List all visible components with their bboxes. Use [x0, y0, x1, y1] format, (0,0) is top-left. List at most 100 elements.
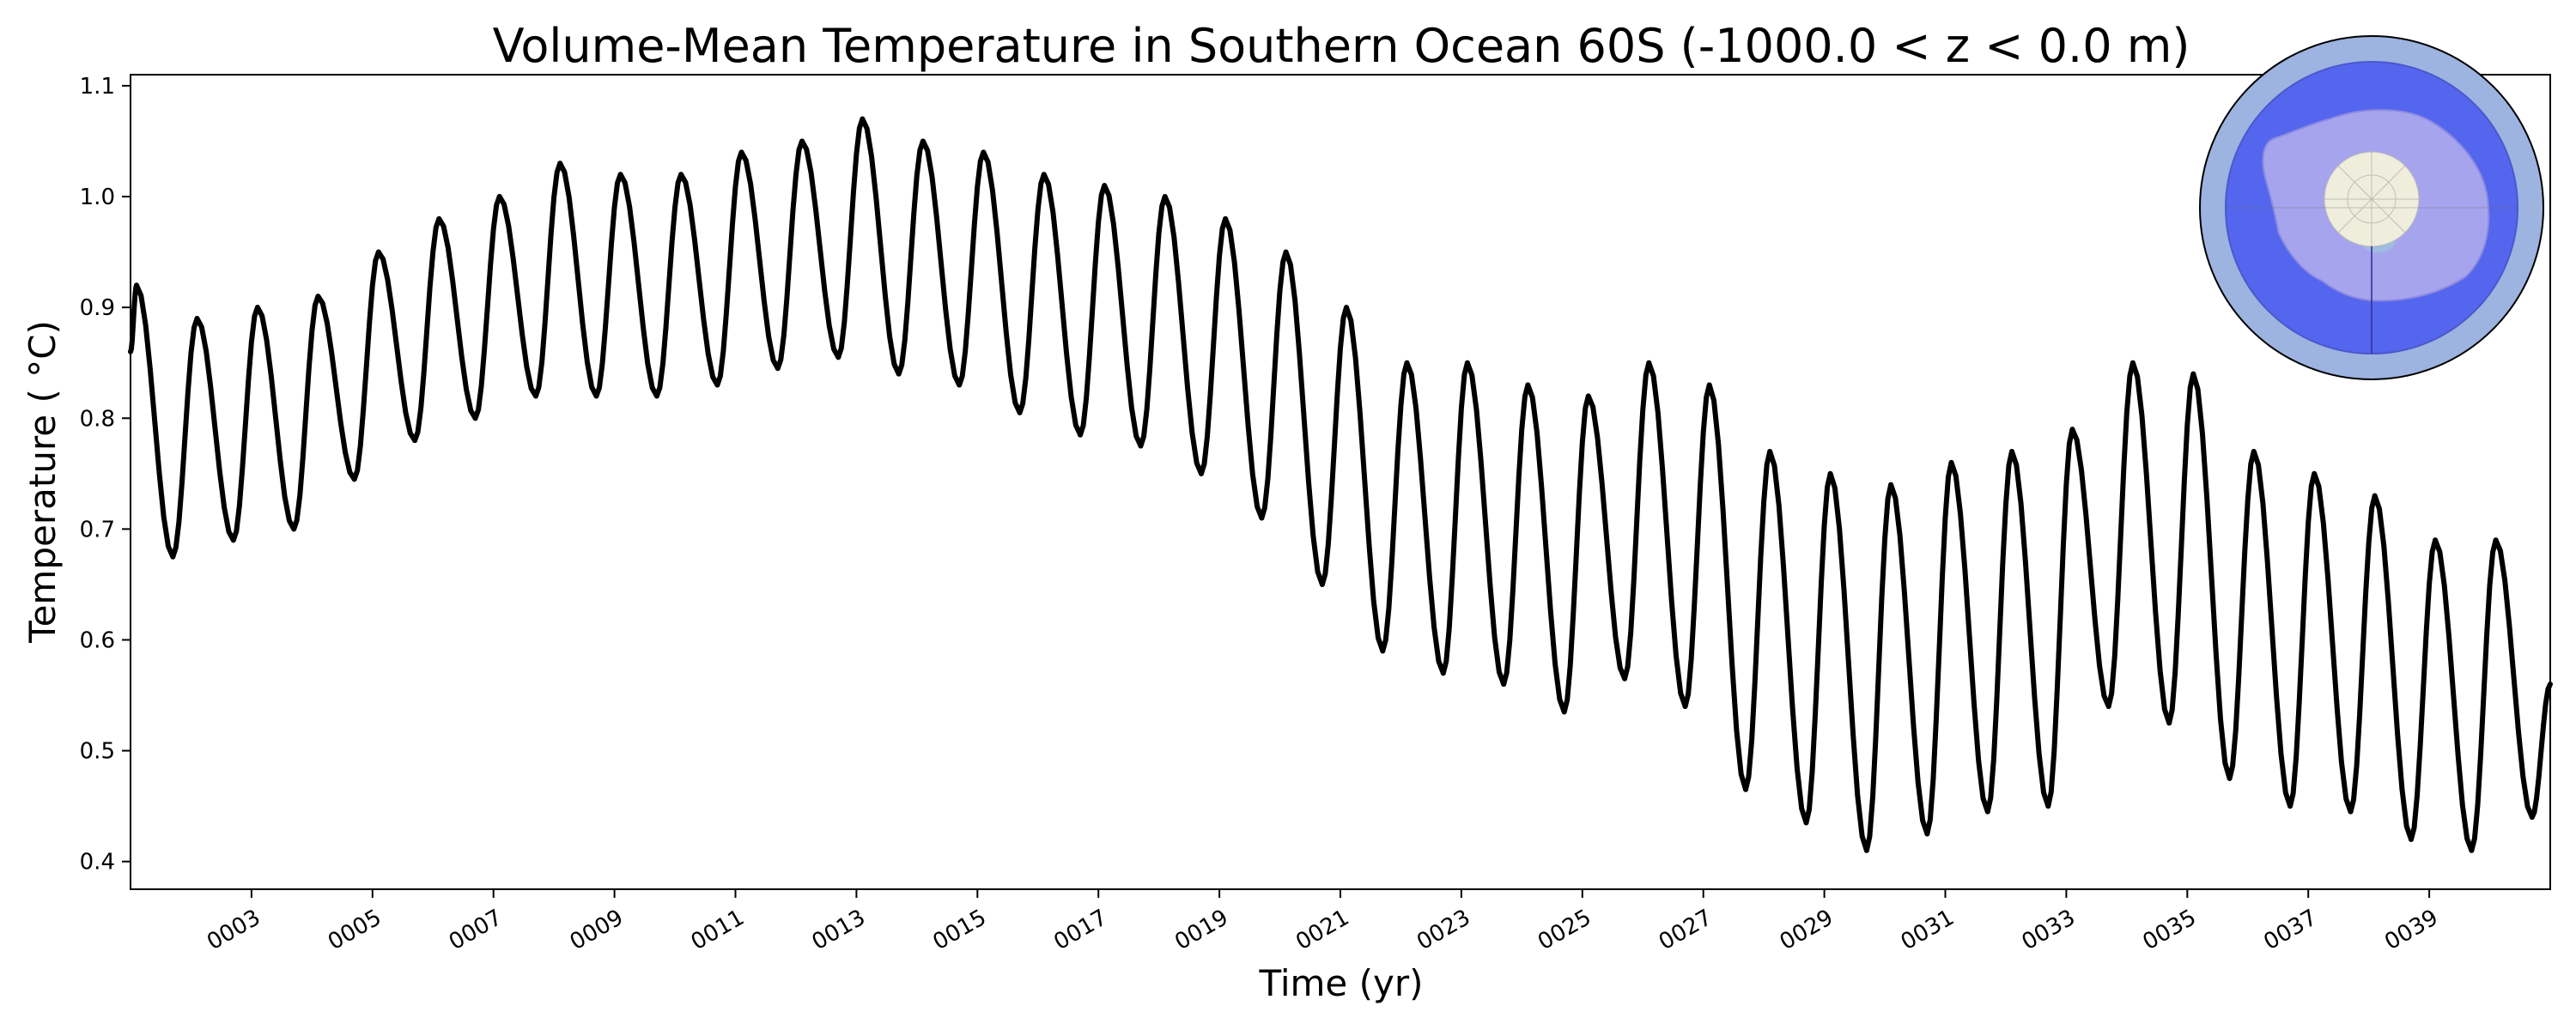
y-tick-label: 0.6 [80, 627, 115, 653]
trough-point [533, 393, 539, 399]
trough-point [472, 415, 478, 421]
trough-point [1682, 703, 1688, 709]
trough-point [170, 554, 176, 560]
peak-point [2251, 448, 2257, 454]
peak-point [1283, 249, 1289, 255]
peak-point [2069, 427, 2075, 433]
trough-point [593, 393, 599, 399]
trough-point [1319, 581, 1325, 587]
peak-point [194, 316, 200, 322]
peak-point [2129, 360, 2136, 366]
x-tick-label: 0029 [1776, 905, 1838, 955]
x-tick-label: 0033 [2018, 905, 2080, 955]
x-tick-label: 0009 [566, 905, 628, 955]
trough-point [1198, 470, 1204, 476]
trough-point [1078, 432, 1084, 438]
trough-point [1984, 809, 1990, 815]
peak-point [2312, 470, 2318, 476]
plot-frame [130, 74, 2551, 890]
x-tick-label: 0013 [808, 905, 870, 955]
peak-point [1888, 482, 1894, 488]
peak-point [2190, 371, 2196, 377]
peak-point [1827, 470, 1833, 476]
peak-point [315, 294, 321, 300]
peak-point [134, 282, 140, 288]
temperature-series-line [128, 116, 2553, 853]
x-tick-label: 0019 [1170, 905, 1232, 955]
trough-point [1622, 676, 1628, 682]
peak-point [557, 161, 563, 167]
peak-point [254, 305, 260, 311]
peak-point [1767, 448, 1773, 454]
y-tick-label: 1.0 [80, 185, 115, 210]
y-axis-label: Temperature ( °C) [21, 320, 64, 644]
trough-point [2166, 720, 2172, 726]
trough-point [2287, 803, 2293, 809]
y-tick-label: 0.5 [80, 739, 115, 765]
trough-point [2348, 809, 2354, 815]
peak-point [799, 138, 805, 144]
x-tick-label: 0037 [2259, 905, 2321, 955]
x-tick-label: 0027 [1655, 905, 1716, 955]
trough-point [2045, 803, 2051, 809]
peak-point [436, 215, 442, 221]
peak-point [1525, 382, 1531, 388]
peak-point [2008, 448, 2014, 454]
peak-point [1344, 305, 1350, 311]
trough-point [230, 537, 236, 543]
trough-point [1803, 820, 1809, 826]
peak-point [1162, 194, 1168, 200]
x-tick-label: 0015 [928, 905, 990, 955]
x-tick-label: 0011 [687, 905, 749, 955]
x-tick-label: 0025 [1534, 905, 1595, 955]
peak-point [1646, 360, 1652, 366]
trough-point [1259, 515, 1265, 521]
chart-title: Volume-Mean Temperature in Southern Ocea… [493, 19, 2190, 73]
trough-point [896, 371, 902, 377]
peak-point [496, 194, 502, 200]
y-tick-label: 0.9 [80, 295, 115, 321]
x-tick-label: 0039 [2380, 905, 2442, 955]
y-tick-label: 1.1 [80, 74, 115, 100]
trough-point [957, 382, 963, 388]
trough-point [1017, 409, 1023, 415]
peak-point [1464, 360, 1470, 366]
trough-point [1440, 670, 1446, 676]
y-tick-label: 0.8 [80, 406, 115, 432]
peak-point [1706, 382, 1712, 388]
x-tick-label: 0005 [324, 905, 386, 955]
trough-point [1743, 786, 1749, 792]
trough-point [351, 476, 357, 482]
y-axis: 0.4 0.5 0.6 0.7 0.8 0.9 1.0 1.1 [80, 74, 131, 876]
x-tick-label: 0021 [1291, 905, 1353, 955]
y-tick-label: 0.7 [80, 517, 115, 542]
trough-point [1561, 709, 1567, 715]
x-axis-label: Time (yr) [1258, 962, 1423, 1004]
trough-point [775, 366, 781, 372]
trough-point [412, 438, 418, 444]
peak-point [375, 249, 381, 255]
trough-point [1501, 682, 1507, 688]
peak-point [1948, 459, 1954, 465]
trough-point [2408, 836, 2414, 842]
x-tick-label: 0003 [203, 905, 264, 955]
trough-point [714, 382, 720, 388]
trough-point [2105, 703, 2111, 709]
peak-point [1102, 183, 1108, 189]
trough-point [1138, 443, 1144, 449]
y-tick-label: 0.4 [80, 850, 115, 876]
trough-point [2227, 775, 2233, 781]
trough-point [1863, 847, 1869, 853]
peak-point [2493, 537, 2499, 543]
trough-point [835, 354, 841, 360]
antarctica-region-map [2199, 35, 2544, 380]
trough-point [2469, 847, 2475, 853]
peak-point [1585, 393, 1591, 399]
trough-point [1380, 648, 1386, 654]
x-axis: 0003 0005 0007 0009 0011 0013 0015 0017 0019 0021… [203, 889, 2443, 955]
peak-point [2372, 493, 2378, 499]
map-graticule [2226, 152, 2518, 246]
peak-point [1404, 360, 1410, 366]
x-tick-label: 0023 [1413, 905, 1474, 955]
